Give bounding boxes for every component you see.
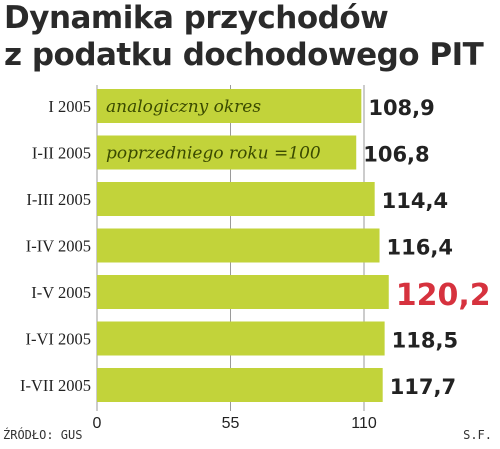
category-label-2: I-III 2005 [26, 190, 91, 209]
bar-6 [97, 368, 383, 402]
value-label-2: 114,4 [382, 189, 448, 213]
value-label-5: 118,5 [392, 329, 458, 353]
chart-title: Dynamika przychodów z podatku dochodoweg… [4, 0, 484, 74]
chart-title-line-2: z podatku dochodowego PIT [4, 37, 484, 73]
x-tick-label-1: 55 [222, 415, 240, 432]
x-tick-label-2: 110 [351, 415, 377, 432]
value-label-6: 117,7 [390, 375, 456, 399]
value-label-0: 108,9 [368, 96, 434, 120]
category-label-6: I-VII 2005 [20, 376, 91, 395]
category-label-4: I-V 2005 [31, 283, 91, 302]
bar-4 [97, 275, 389, 309]
bar-3 [97, 228, 380, 263]
bar-0 [97, 89, 362, 123]
chart-title-line-1: Dynamika przychodów [4, 0, 389, 36]
bar-1 [97, 135, 357, 170]
annotation-line-1: poprzedniego roku =100 [106, 144, 321, 164]
category-label-5: I-VI 2005 [25, 330, 91, 349]
bar-2 [97, 182, 375, 216]
value-label-3: 116,4 [387, 236, 453, 260]
annotation-line-0: analogiczny okres [106, 97, 261, 117]
value-label-4: 120,2 [396, 278, 491, 313]
category-label-1: I-II 2005 [32, 144, 91, 163]
bar-5 [97, 321, 385, 356]
value-label-1: 106,8 [363, 143, 429, 167]
category-label-3: I-IV 2005 [26, 237, 91, 256]
x-tick-label-0: 0 [93, 415, 102, 432]
category-label-0: I 2005 [48, 97, 91, 116]
author-initials: S.F. [463, 428, 492, 442]
source-label: ŹRÓDŁO: GUS [3, 428, 83, 442]
